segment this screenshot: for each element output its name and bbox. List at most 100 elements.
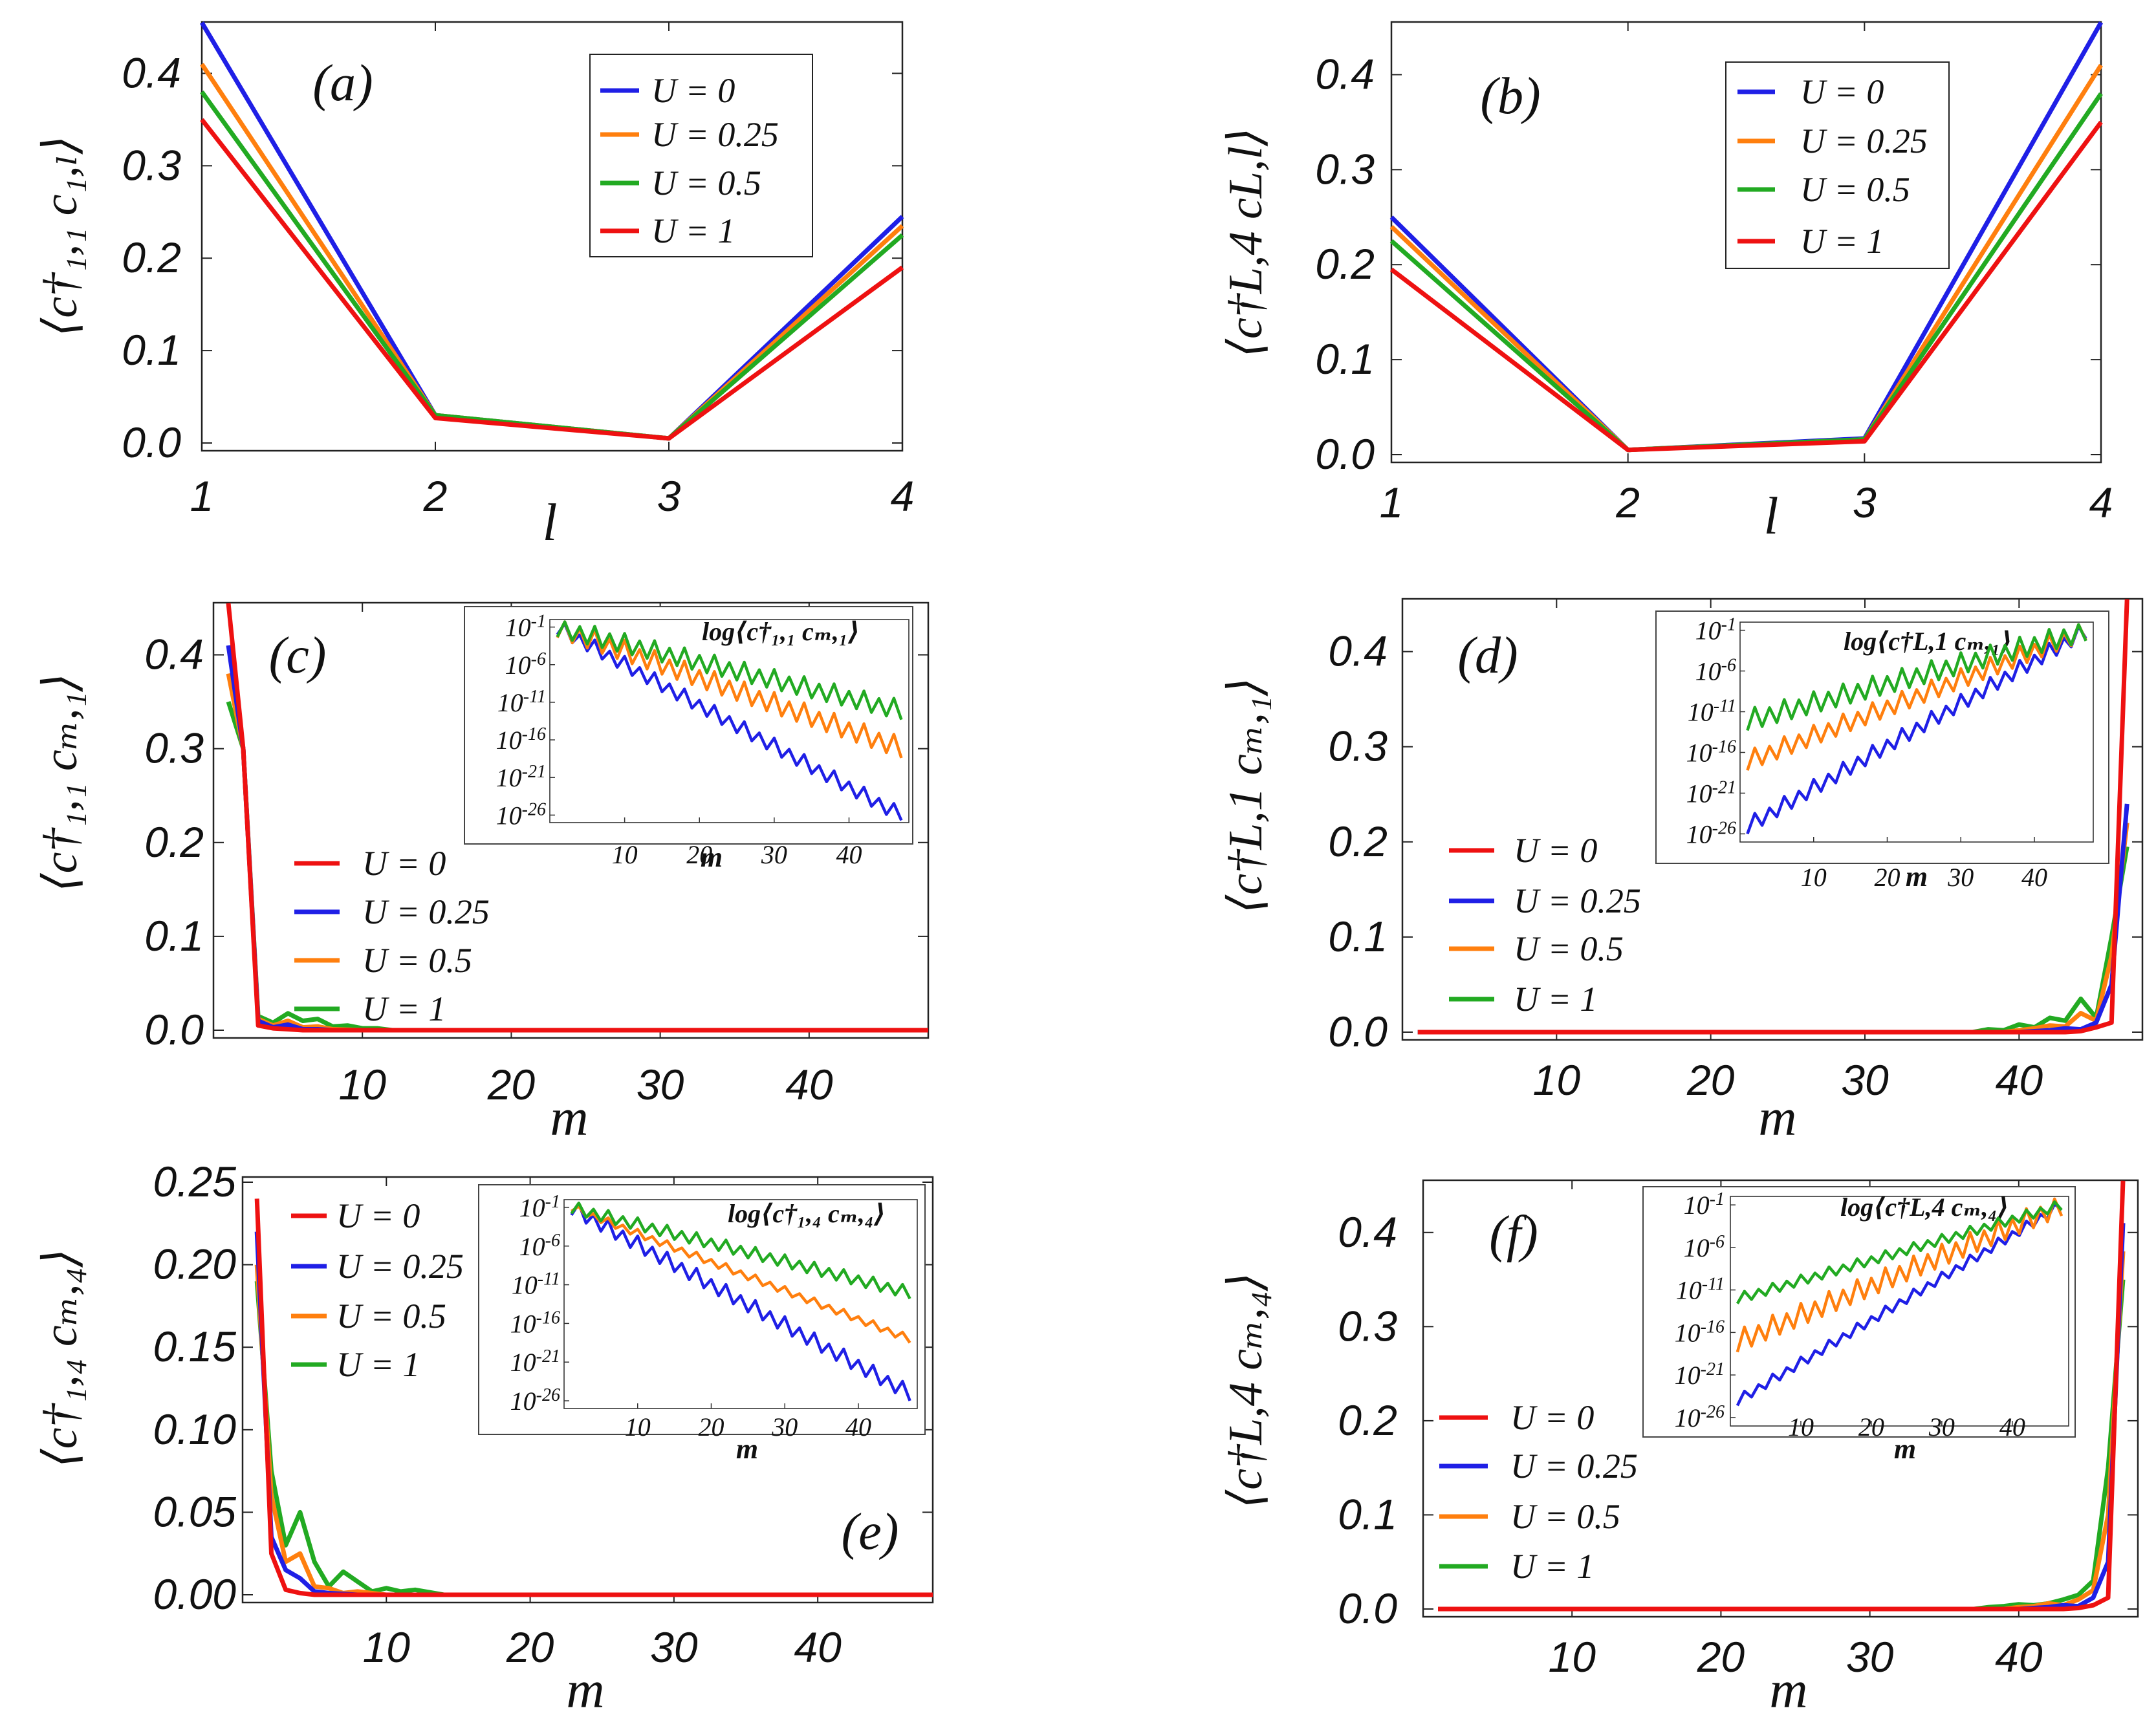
legend-entry: U = 1: [1514, 980, 1597, 1019]
x-tick-label: 20: [1697, 1633, 1745, 1681]
inset: 10 20 30 40 10-1 10-6 10-11 10-16 10-21 10-26 m log…: [464, 606, 913, 873]
x-tick-label: 10: [338, 1061, 386, 1108]
x-tick-label: 30: [637, 1061, 684, 1108]
series-line-u-0: [1417, 599, 2129, 1035]
inset-series-line: [570, 1202, 911, 1300]
legend-entry: U = 0.25: [336, 1247, 464, 1286]
y-tick-label: 0.2: [1328, 817, 1388, 865]
inset-x-tick-label: 20: [686, 840, 712, 869]
x-tick-label: 2: [423, 472, 448, 520]
legend: U = 0 U = 0.25 U = 0.5 U = 1: [294, 844, 490, 1028]
inset-series-line: [1746, 623, 2087, 731]
x-tick-label: 20: [506, 1623, 554, 1671]
inset-series-line: [556, 620, 903, 720]
legend-entry: U = 0: [1510, 1398, 1594, 1437]
legend-entry: U = 0.25: [362, 892, 490, 931]
inset-series-line: [570, 1202, 911, 1401]
inset-x-axis-label: m: [736, 1433, 758, 1465]
y-tick-label: 0.3: [1328, 722, 1388, 770]
inset-y-tick-label: 10-16: [510, 1308, 560, 1338]
panel-label: (f): [1489, 1206, 1538, 1263]
y-tick-label: 0.1: [122, 326, 181, 374]
x-tick-label: 20: [1686, 1056, 1735, 1104]
legend-entry: U = 1: [336, 1345, 420, 1384]
x-tick-label: 1: [1380, 479, 1404, 526]
inset-y-tick-label: 10-26: [496, 799, 546, 830]
y-axis-label: ⟨c†₁,₁ cₘ,₁⟩: [34, 673, 87, 892]
x-tick-label: 2: [1615, 479, 1640, 526]
legend-entry: U = 1: [651, 211, 735, 250]
y-tick-label: 0.1: [1328, 913, 1388, 960]
y-axis-label: ⟨c†L,4 cₘ,₄⟩: [1219, 1272, 1272, 1508]
x-tick-label: 20: [487, 1061, 536, 1108]
inset-y-tick-label: 10-6: [519, 1231, 560, 1261]
inset-y-tick-label: 10-11: [497, 687, 546, 717]
y-tick-label: 0.3: [1338, 1302, 1397, 1350]
series-line-u-1: [254, 1280, 933, 1597]
inset-title: log⟨c†L,1 cₘ,₁⟩: [1844, 627, 2012, 656]
y-tick-label: 0.10: [153, 1405, 237, 1453]
inset-series-line: [1736, 1197, 2063, 1353]
legend: U = 0 U = 0.25 U = 0.5 U = 1: [1439, 1398, 1638, 1586]
inset-y-tick-label: 10-1: [1695, 615, 1736, 645]
inset-y-tick-label: 10-11: [1688, 697, 1736, 727]
inset-title: log⟨c†₁,₁ cₘ,₁⟩: [702, 617, 860, 646]
y-tick-label: 0.1: [1338, 1490, 1397, 1538]
x-tick-label: 1: [190, 472, 214, 520]
x-tick-label: 30: [650, 1623, 698, 1671]
inset-x-axis-label: m: [1894, 1433, 1916, 1465]
legend-entry: U = 0.5: [362, 941, 472, 980]
legend-entry: U = 1: [1510, 1547, 1594, 1586]
inset: 10 20 30 40 10-1 10-6 10-11 10-16 10-21 10-26 m log…: [478, 1184, 926, 1465]
x-tick-label: 40: [785, 1061, 833, 1108]
panel-b: 1 2 3 4 0.0 0.1 0.2 0.3 0.4 l ⟨c†L,4 cL,l⟩ (b) U = 0…: [1219, 21, 2113, 545]
x-axis-label: m: [1769, 1660, 1807, 1719]
x-tick-label: 4: [891, 472, 915, 520]
y-tick-label: 0.2: [144, 818, 204, 866]
panel-e: 10 20 30 40 0.00 0.05 0.10 0.15 0.20 0.25 m ⟨c†₁,₄ …: [34, 1158, 934, 1719]
y-tick-label: 0.2: [1315, 240, 1375, 288]
x-axis-label: m: [566, 1660, 604, 1719]
plot-frame: [212, 601, 930, 1039]
inset-y-tick-label: 10-6: [1695, 656, 1736, 686]
legend-entry: U = 0.25: [651, 115, 779, 154]
inset-y-tick-label: 10-21: [510, 1346, 560, 1377]
inset-x-tick-label: 20: [699, 1412, 724, 1442]
series-line-u-0: [254, 1198, 933, 1597]
legend-entry: U = 0: [336, 1196, 420, 1235]
inset-y-tick-label: 10-1: [519, 1192, 560, 1222]
inset-x-tick-label: 30: [1947, 863, 1974, 892]
x-tick-label: 3: [657, 472, 681, 520]
series-line-u-0: [226, 603, 928, 1033]
inset-x-axis-label: m: [701, 841, 723, 873]
panel-c: 10 20 30 40 0.0 0.1 0.2 0.3 0.4 m ⟨c†₁,₁ cₘ,₁⟩ (c) U…: [34, 601, 930, 1147]
panel-d: 10 20 30 40 0.0 0.1 0.2 0.3 0.4 m ⟨c†L,1 cₘ,₁⟩ (d) U…: [1219, 598, 2144, 1147]
inset-frame: [1730, 1196, 2069, 1427]
x-tick-label: 3: [1853, 479, 1877, 526]
panel-label: (e): [842, 1504, 899, 1561]
inset-series-line: [1736, 1202, 2063, 1407]
inset-series-line: [1736, 1200, 2063, 1304]
y-tick-label: 0.2: [122, 233, 181, 281]
x-tick-label: 4: [2089, 479, 2113, 526]
inset-frame: [1739, 621, 2094, 843]
x-axis-label: m: [1758, 1088, 1796, 1147]
inset-background: [478, 1184, 926, 1435]
inset-series-line: [1746, 625, 2087, 835]
legend-entry: U = 0: [1514, 831, 1597, 870]
panel-label: (a): [312, 55, 373, 112]
inset-y-tick-label: 10-26: [510, 1385, 560, 1416]
inset-y-tick-label: 10-6: [1684, 1232, 1725, 1262]
inset: 10 20 30 40 10-1 10-6 10-11 10-16 10-21 10-26 m log…: [1642, 1186, 2076, 1465]
inset-series-line: [1746, 623, 2087, 771]
inset-x-tick-label: 30: [761, 840, 787, 869]
legend-entry: U = 0.5: [336, 1297, 446, 1335]
legend-box: [589, 54, 813, 257]
legend-entry: U = 0.25: [1514, 881, 1641, 920]
inset-y-tick-label: 10-26: [1675, 1402, 1725, 1432]
series-line-u-1: [1389, 120, 2103, 453]
legend-entry: U = 0.5: [1510, 1497, 1620, 1536]
legend: U = 0 U = 0.25 U = 0.5 U = 1: [1725, 61, 1950, 269]
y-axis-label: ⟨c†L,1 cₘ,₁⟩: [1219, 677, 1272, 913]
x-tick-label: 40: [1996, 1056, 2043, 1104]
